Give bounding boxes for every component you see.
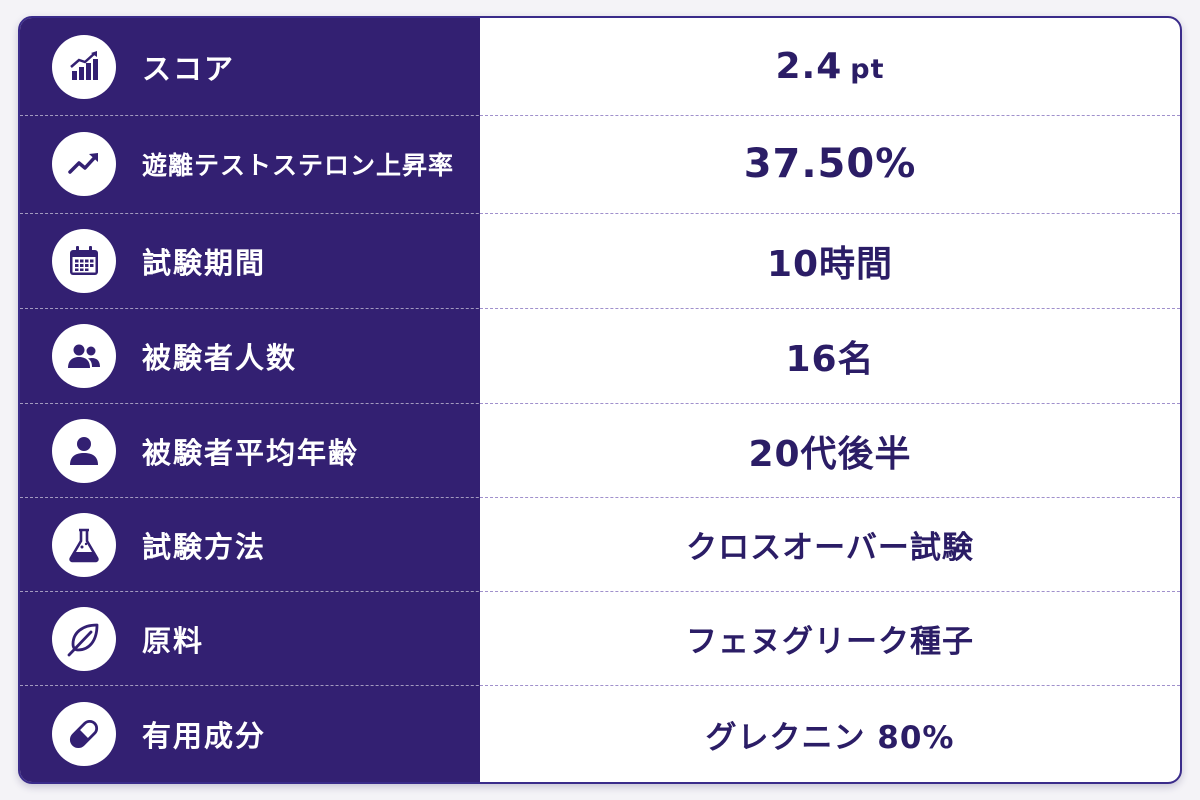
row-divider: [20, 685, 1180, 686]
row-divider: [20, 115, 1180, 116]
row-label: 被験者平均年齢: [142, 435, 360, 470]
row-value: クロスオーバー試験: [686, 530, 974, 566]
row-label: 有用成分: [142, 719, 267, 753]
row-value: 16名: [785, 339, 875, 380]
row-divider: [20, 591, 1180, 592]
row-label: スコア: [142, 51, 236, 86]
spec-row-method: 試験方法 クロスオーバー試験: [20, 498, 1180, 591]
row-value: 37.50%: [743, 141, 917, 187]
bar-chart-rising-icon: [52, 34, 116, 99]
spec-row-score: スコア 2.4 pt: [20, 18, 1180, 115]
row-value: フェヌグリーク種子: [686, 624, 974, 660]
spec-row-age: 被験者平均年齢 20代後半: [20, 404, 1180, 497]
user-icon: [52, 418, 116, 483]
row-divider: [20, 403, 1180, 404]
trend-up-icon: [52, 132, 116, 196]
flask-icon: [52, 512, 116, 577]
row-label: 試験方法: [142, 529, 267, 564]
leaf-icon: [52, 606, 116, 671]
row-label: 遊離テストステロン上昇率: [142, 151, 455, 180]
spec-row-duration: 試験期間 10時間: [20, 214, 1180, 307]
spec-row-active-component: 有用成分 グレクニン 80%: [20, 686, 1180, 782]
spec-row-subjects: 被験者人数 16名: [20, 309, 1180, 403]
row-value: 20代後半: [748, 433, 912, 475]
row-divider: [20, 213, 1180, 214]
row-value: 10時間: [766, 243, 894, 285]
row-value: 2.4 pt: [775, 46, 885, 87]
spec-row-testosterone: 遊離テストステロン上昇率 37.50%: [20, 116, 1180, 212]
row-label: 被験者人数: [142, 341, 298, 375]
row-unit: pt: [850, 54, 885, 85]
row-label: 試験期間: [142, 245, 267, 280]
spec-row-ingredient: 原料 フェヌグリーク種子: [20, 592, 1180, 685]
capsule-icon: [52, 702, 116, 766]
row-value: グレクニン 80%: [705, 719, 955, 756]
row-divider: [20, 308, 1180, 309]
calendar-icon: [52, 228, 116, 293]
row-label: 原料: [142, 623, 205, 658]
row-divider: [20, 497, 1180, 498]
spec-card: スコア 2.4 pt 遊離テストステロン上昇率 37.50%: [18, 16, 1182, 784]
users-group-icon: [52, 324, 116, 388]
